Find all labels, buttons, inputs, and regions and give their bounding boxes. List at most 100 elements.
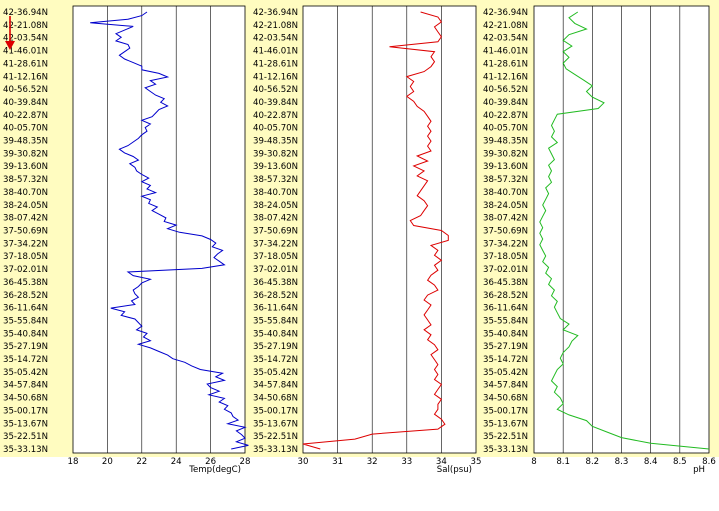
- latitude-tick-label: 42-36.94N: [483, 8, 528, 18]
- latitude-tick-label: 37-34.22N: [3, 239, 48, 249]
- latitude-tick-label: 39-48.35N: [253, 137, 298, 147]
- temperature-axis-title: Temp(degC): [188, 465, 241, 475]
- latitude-tick-label: 34-50.68N: [3, 394, 48, 404]
- latitude-tick-label: 41-12.16N: [483, 72, 528, 82]
- temperature-x-tick-label: 24: [171, 457, 182, 467]
- salinity-x-tick-label: 31: [332, 457, 343, 467]
- temperature-x-tick-label: 18: [68, 457, 79, 467]
- latitude-tick-label: 37-50.69N: [3, 227, 48, 237]
- latitude-tick-label: 35-14.72N: [483, 355, 528, 365]
- latitude-tick-label: 37-34.22N: [253, 239, 298, 249]
- latitude-tick-label: 40-22.87N: [3, 111, 48, 121]
- latitude-tick-label: 37-34.22N: [483, 239, 528, 249]
- latitude-tick-label: 36-11.64N: [253, 304, 298, 314]
- latitude-tick-label: 41-46.01N: [3, 47, 48, 57]
- latitude-tick-label: 40-56.52N: [3, 85, 48, 95]
- latitude-tick-label: 35-00.17N: [483, 406, 528, 416]
- latitude-tick-label: 35-13.67N: [3, 419, 48, 429]
- latitude-tick-label: 35-33.13N: [253, 445, 298, 455]
- latitude-tick-label: 40-05.70N: [253, 124, 298, 134]
- latitude-tick-label: 40-05.70N: [3, 124, 48, 134]
- latitude-tick-label: 35-40.84N: [483, 329, 528, 339]
- salinity-plot-area: [302, 5, 477, 454]
- latitude-tick-label: 38-57.32N: [3, 175, 48, 185]
- latitude-tick-label: 41-46.01N: [483, 47, 528, 57]
- latitude-tick-label: 39-30.82N: [483, 149, 528, 159]
- latitude-tick-label: 42-21.08N: [253, 21, 298, 31]
- ph-x-tick-label: 8.1: [556, 457, 570, 467]
- temperature-x-tick-label: 20: [102, 457, 113, 467]
- latitude-tick-label: 35-55.84N: [253, 316, 298, 326]
- salinity-x-tick-label: 35: [471, 457, 482, 467]
- latitude-tick-label: 41-28.61N: [483, 59, 528, 69]
- latitude-tick-label: 35-55.84N: [3, 316, 48, 326]
- latitude-tick-label: 38-07.42N: [483, 214, 528, 224]
- temperature-plot-area: [72, 5, 246, 454]
- latitude-tick-label: 36-28.52N: [253, 291, 298, 301]
- ph-x-tick-label: 8.5: [673, 457, 687, 467]
- latitude-tick-label: 35-40.84N: [3, 329, 48, 339]
- latitude-tick-label: 38-24.05N: [483, 201, 528, 211]
- latitude-tick-label: 35-14.72N: [253, 355, 298, 365]
- latitude-tick-label: 37-02.01N: [253, 265, 298, 275]
- latitude-tick-label: 36-11.64N: [3, 304, 48, 314]
- temperature-x-tick-label: 22: [136, 457, 147, 467]
- latitude-tick-label: 35-27.19N: [3, 342, 48, 352]
- latitude-tick-label: 40-39.84N: [483, 98, 528, 108]
- latitude-tick-label: 40-05.70N: [483, 124, 528, 134]
- latitude-tick-label: 38-40.70N: [253, 188, 298, 198]
- temperature-x-tick-label: 26: [205, 457, 216, 467]
- salinity-panel: 42-36.94N 42-21.08N 42-03.54N 41-46.01N 41-2…: [253, 5, 482, 475]
- ph-panel: 42-36.94N 42-21.08N 42-03.54N 41-46.01N 41-2…: [483, 5, 716, 475]
- latitude-tick-label: 38-57.32N: [483, 175, 528, 185]
- latitude-tick-label: 38-07.42N: [3, 214, 48, 224]
- down-arrow-icon: [5, 16, 15, 50]
- latitude-tick-label: 39-13.60N: [3, 162, 48, 172]
- latitude-tick-label: 35-05.42N: [3, 368, 48, 378]
- salinity-series-line: [302, 11, 449, 450]
- latitude-tick-label: 40-39.84N: [3, 98, 48, 108]
- latitude-tick-label: 41-28.61N: [3, 59, 48, 69]
- latitude-tick-label: 37-02.01N: [483, 265, 528, 275]
- latitude-tick-label: 39-30.82N: [3, 149, 48, 159]
- latitude-tick-label: 40-39.84N: [253, 98, 298, 108]
- latitude-tick-label: 41-28.61N: [253, 59, 298, 69]
- salinity-x-tick-label: 32: [367, 457, 378, 467]
- latitude-tick-label: 41-12.16N: [3, 72, 48, 82]
- latitude-tick-label: 40-56.52N: [483, 85, 528, 95]
- latitude-tick-label: 38-57.32N: [253, 175, 298, 185]
- latitude-tick-label: 37-18.05N: [3, 252, 48, 262]
- latitude-tick-label: 36-28.52N: [3, 291, 48, 301]
- latitude-tick-label: 37-50.69N: [483, 227, 528, 237]
- latitude-tick-label: 35-00.17N: [3, 406, 48, 416]
- latitude-tick-label: 36-28.52N: [483, 291, 528, 301]
- salinity-x-tick-label: 33: [401, 457, 412, 467]
- latitude-tick-label: 38-24.05N: [253, 201, 298, 211]
- latitude-tick-label: 40-22.87N: [253, 111, 298, 121]
- latitude-tick-label: 35-27.19N: [253, 342, 298, 352]
- latitude-tick-label: 37-18.05N: [483, 252, 528, 262]
- temperature-series-line: [90, 11, 249, 450]
- latitude-tick-label: 37-50.69N: [253, 227, 298, 237]
- latitude-tick-label: 35-55.84N: [483, 316, 528, 326]
- latitude-tick-label: 42-21.08N: [483, 21, 528, 31]
- latitude-tick-label: 35-33.13N: [483, 445, 528, 455]
- latitude-tick-label: 38-07.42N: [253, 214, 298, 224]
- latitude-tick-label: 34-50.68N: [483, 394, 528, 404]
- latitude-tick-label: 40-56.52N: [253, 85, 298, 95]
- latitude-tick-label: 35-40.84N: [253, 329, 298, 339]
- latitude-tick-label: 35-14.72N: [3, 355, 48, 365]
- latitude-tick-label: 36-45.38N: [253, 278, 298, 288]
- latitude-tick-label: 42-36.94N: [253, 8, 298, 18]
- latitude-tick-label: 42-03.54N: [483, 34, 528, 44]
- latitude-tick-label: 42-36.94N: [3, 8, 48, 18]
- latitude-tick-label: 42-03.54N: [3, 34, 48, 44]
- latitude-tick-label: 39-13.60N: [483, 162, 528, 172]
- ph-x-tick-label: 8.2: [585, 457, 599, 467]
- temperature-x-tick-label: 28: [240, 457, 251, 467]
- latitude-tick-label: 38-40.70N: [3, 188, 48, 198]
- latitude-tick-label: 40-22.87N: [483, 111, 528, 121]
- ph-x-tick-label: 8: [531, 457, 536, 467]
